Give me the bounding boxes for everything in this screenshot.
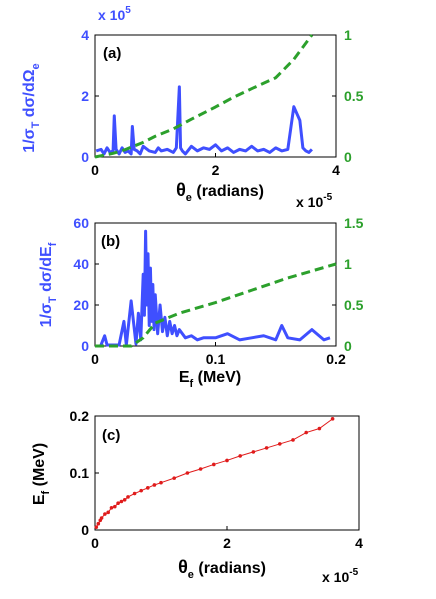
panel-b-right-series-line — [95, 262, 337, 348]
panel-c-data-point — [126, 495, 130, 499]
panel-b: (b) 1/σT dσ/dEf Ef (MeV) 0 0.1 0.202040600… — [38, 215, 364, 390]
panel-b-y-left-tick-label: 60 — [73, 215, 89, 231]
panel-c-y-label: Ef (MeV) — [31, 443, 52, 505]
panel-a: (a) x 105 1/σT dσ/dΩe θe (radians) x 10-… — [21, 5, 364, 210]
panel-c: (c) Ef (MeV) θe (radians) x 10-5 0 2 4 0 0.1… — [31, 408, 363, 585]
panel-c-data-point — [109, 505, 114, 510]
panel-a-y-left-tick-label: 4 — [81, 27, 89, 43]
panel-c-data-point — [291, 438, 295, 442]
panel-c-data-point — [225, 458, 229, 463]
panel-b-x-tick-label: 0 — [91, 351, 99, 367]
panel-c-x-tick-label: 4 — [355, 535, 363, 551]
panel-b-y-right-tick-label: 0.5 — [344, 297, 364, 313]
panel-b-y-left-tick-label: 40 — [73, 256, 89, 272]
panel-c-label: (c) — [102, 427, 120, 444]
panel-c-x-tick-label: 0 — [91, 535, 99, 551]
panel-a-x-label: θe (radians) — [176, 180, 264, 204]
panel-a-x-tick-label: 2 — [212, 162, 220, 178]
panel-a-y-left-tick-label: 0 — [81, 149, 89, 165]
panel-c-data-point — [132, 491, 137, 496]
panel-a-y-left-tick-label: 2 — [81, 88, 89, 104]
panel-c-data-point — [330, 417, 335, 421]
panel-c-data-point — [152, 483, 157, 487]
panel-c-data-point — [119, 499, 124, 504]
panel-a-y-left-label: 1/σT dσ/dΩe — [21, 63, 42, 152]
panel-c-data-point — [212, 462, 216, 467]
panel-c-data-point — [159, 480, 163, 485]
panel-c-data-point — [146, 486, 150, 490]
panel-c-data-point — [317, 426, 322, 431]
panel-a-y-multiplier: x 105 — [98, 5, 131, 23]
panel-c-data-point — [106, 510, 110, 515]
panel-a-y-right-tick-label: 1 — [344, 27, 352, 43]
panel-c-data-point — [198, 467, 203, 471]
panel-a-left-series-line — [95, 85, 313, 156]
panel-c-data-point — [103, 512, 107, 516]
panel-c-data-point — [113, 504, 117, 509]
panel-b-y-left-tick-label: 20 — [73, 297, 89, 313]
panel-b-y-left-label: 1/σT dσ/dEf — [38, 242, 59, 327]
panel-b-y-right-tick-label: 0 — [344, 338, 352, 354]
panel-c-data-point — [238, 454, 242, 458]
panel-c-data-point — [122, 497, 127, 502]
panel-c-data-point — [96, 521, 101, 526]
panel-c-data-point — [116, 501, 120, 506]
panel-b-x-tick-label: 0.2 — [326, 351, 346, 367]
panel-b-x-tick-label: 0.1 — [206, 351, 226, 367]
panel-c-data-point — [185, 471, 190, 475]
panel-a-right-series-line — [94, 34, 314, 159]
panel-c-trend-line — [95, 418, 333, 528]
panel-a-y-right-tick-label: 0.5 — [344, 88, 364, 104]
panel-a-x-tick-label: 0 — [91, 162, 99, 178]
panel-c-data-point — [278, 442, 282, 446]
panel-b-y-right-tick-label: 1 — [344, 256, 352, 272]
panel-c-data-point — [264, 446, 269, 450]
panel-b-left-series-line — [99, 229, 331, 347]
panel-c-x-tick-label: 2 — [223, 535, 231, 551]
panel-c-data-point — [304, 430, 309, 435]
panel-b-frame — [94, 222, 337, 347]
panel-c-data-point — [251, 450, 256, 454]
panel-c-x-multiplier: x 10-5 — [322, 567, 359, 585]
panel-c-data-point — [94, 525, 99, 529]
panel-b-y-left-tick-label: 0 — [81, 338, 89, 354]
panel-b-y-right-tick-label: 1.5 — [344, 215, 364, 231]
panel-a-y-right-tick-label: 0 — [344, 149, 352, 165]
panel-b-label: (b) — [101, 233, 120, 250]
panel-c-y-left-tick-label: 0.2 — [70, 408, 90, 424]
panel-c-data-point — [172, 476, 176, 480]
panel-c-y-left-tick-label: 0.1 — [70, 465, 90, 481]
panel-a-x-multiplier: x 10-5 — [296, 192, 333, 210]
panel-a-x-tick-label: 4 — [332, 162, 340, 178]
panel-c-data-point — [139, 488, 143, 493]
panel-c-frame — [94, 415, 360, 531]
panel-c-y-left-tick-label: 0 — [81, 522, 89, 538]
panel-c-data-point — [99, 516, 104, 520]
panel-b-x-label: Ef (MeV) — [179, 369, 241, 390]
panel-c-x-label: θe (radians) — [178, 557, 266, 581]
panel-a-label: (a) — [103, 45, 121, 62]
